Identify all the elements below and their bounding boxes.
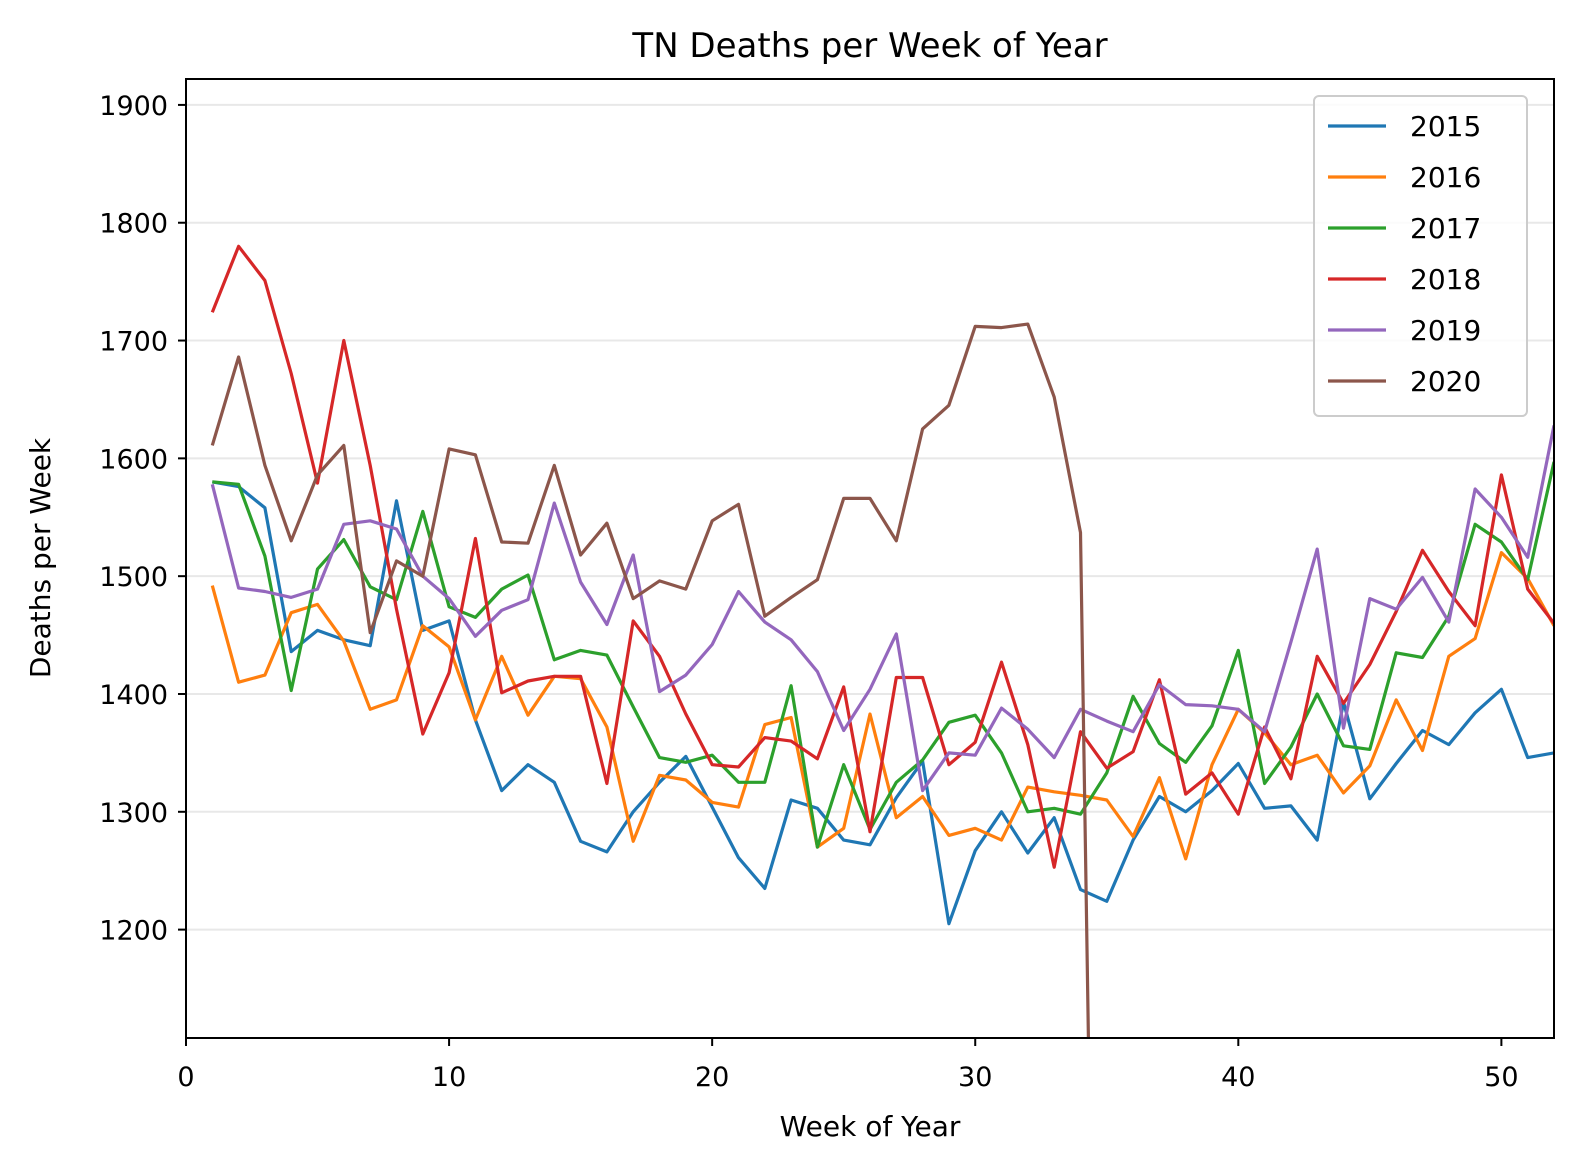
series-line-2018 — [210, 244, 1554, 869]
y-axis-title: Deaths per Week — [24, 437, 57, 678]
y-tick-label: 1400 — [99, 680, 168, 711]
series-lines — [210, 244, 1554, 1038]
legend-label-2020: 2020 — [1410, 365, 1481, 398]
x-tick-label: 0 — [177, 1062, 194, 1093]
y-tick-label: 1200 — [99, 916, 168, 947]
chart-title: TN Deaths per Week of Year — [631, 26, 1107, 66]
x-tick-label: 20 — [695, 1062, 729, 1093]
y-tick-label: 1600 — [99, 444, 168, 475]
legend-label-2018: 2018 — [1410, 263, 1481, 296]
x-axis-title: Week of Year — [780, 1110, 961, 1143]
series-line-2017 — [212, 461, 1554, 849]
x-tick-label: 50 — [1484, 1062, 1518, 1093]
legend-label-2016: 2016 — [1410, 161, 1481, 194]
legend-label-2019: 2019 — [1410, 314, 1481, 347]
x-axis: 0 10 20 30 40 50 — [177, 1038, 1519, 1093]
series-line-2015 — [212, 480, 1554, 926]
legend-label-2015: 2015 — [1410, 110, 1481, 143]
y-tick-label: 1900 — [99, 91, 168, 122]
series-line-2016 — [210, 550, 1554, 861]
plot-frame — [185, 78, 1555, 1039]
x-tick-label: 10 — [432, 1062, 466, 1093]
legend-label-2017: 2017 — [1410, 212, 1481, 245]
legend: 2015 2016 2017 2018 2019 2020 — [1313, 95, 1528, 417]
y-tick-label: 1500 — [99, 562, 168, 593]
y-axis: 1200 1300 1400 1500 1600 1700 1800 1900 — [99, 91, 186, 947]
y-tick-label: 1700 — [99, 327, 168, 358]
y-tick-label: 1300 — [99, 798, 168, 829]
series-line-2020 — [210, 322, 1090, 1038]
series-line-2019 — [210, 425, 1554, 793]
x-tick-label: 30 — [958, 1062, 992, 1093]
x-tick-label: 40 — [1221, 1062, 1255, 1093]
y-tick-label: 1800 — [99, 209, 168, 240]
